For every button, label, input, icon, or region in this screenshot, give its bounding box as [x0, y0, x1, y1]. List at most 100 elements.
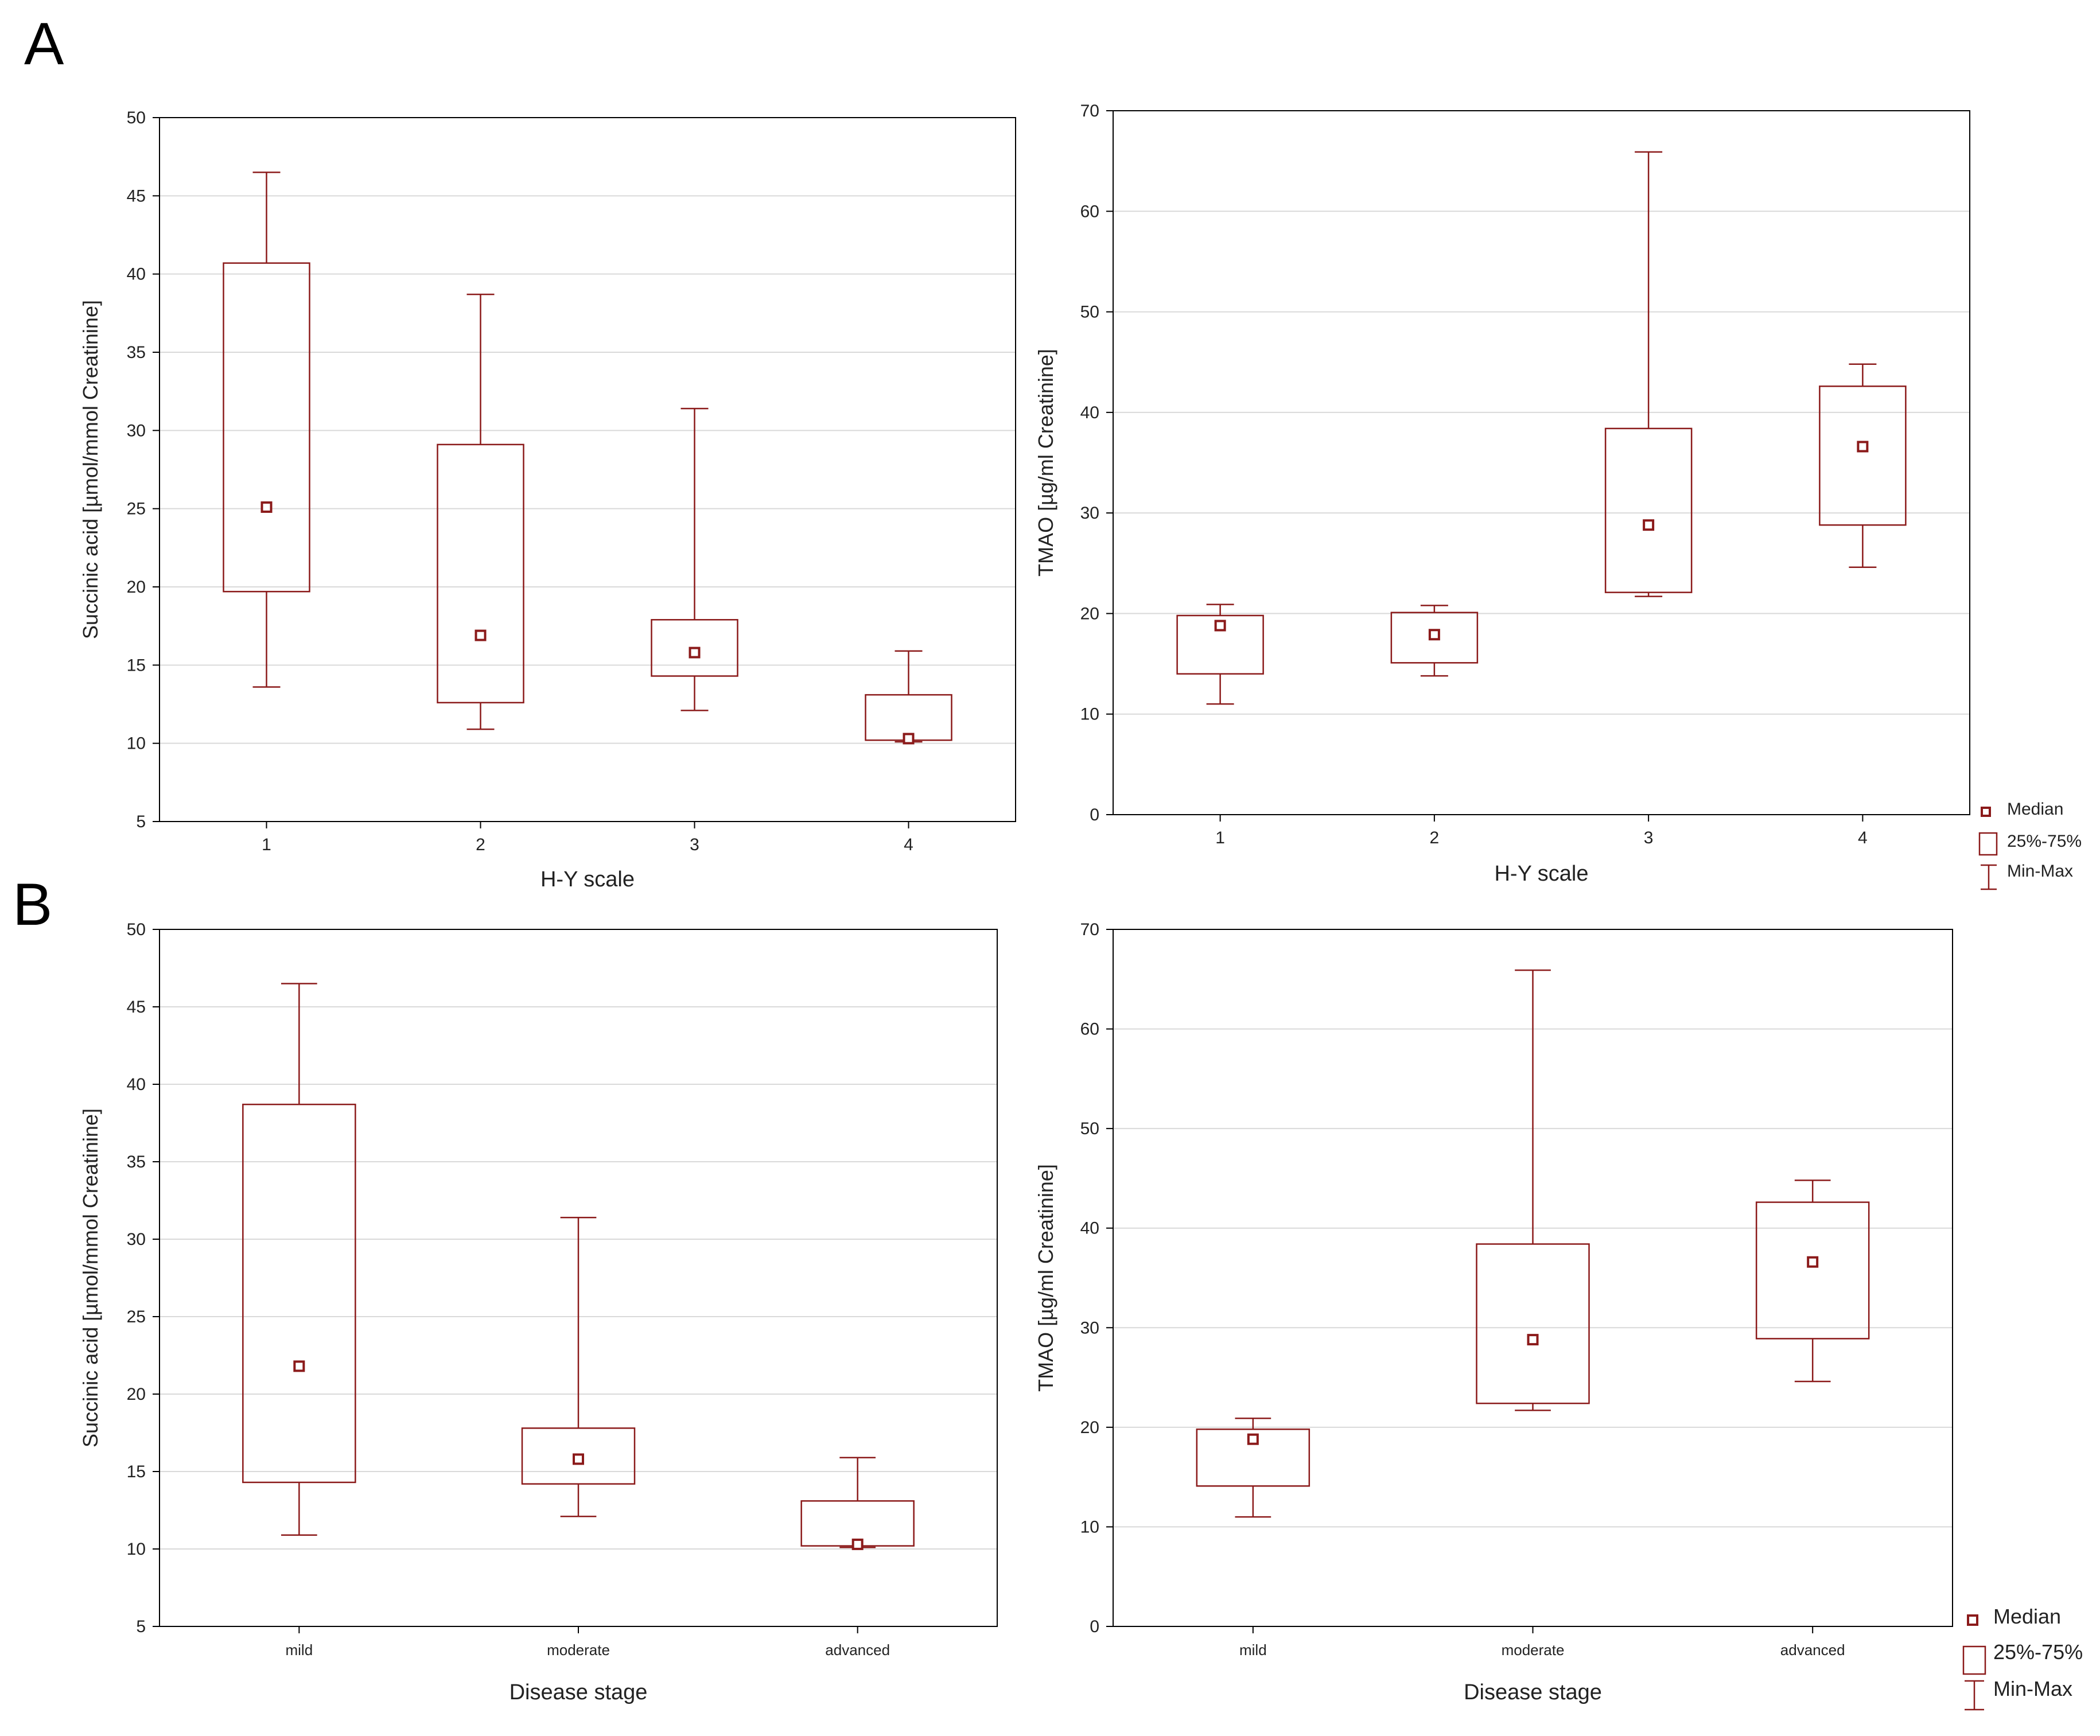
legend-median-label: Median: [1993, 1605, 2061, 1628]
y-axis-label: Succinic acid [µmol/mmol Creatinine]: [79, 1108, 102, 1447]
median-marker: [573, 1453, 584, 1465]
y-tick-label: 60: [1080, 202, 1099, 221]
y-tick-label: 50: [1080, 1119, 1099, 1138]
y-tick-label: 25: [127, 1307, 146, 1326]
y-tick-label: 40: [1080, 1219, 1099, 1238]
x-tick-label: 3: [690, 835, 699, 854]
chart-a-tmao: 0 10 20 30 40 50 60 70 1 2 3 4 TMAO [µg/ml Creatini…: [1034, 102, 1970, 886]
legend-range-label: Min-Max: [1993, 1677, 2072, 1700]
y-tick-label: 10: [127, 1540, 146, 1559]
x-tick-label: 4: [1858, 828, 1868, 847]
y-tick-label: 40: [127, 1075, 146, 1094]
y-tick-label: 50: [1080, 303, 1099, 322]
y-tick-label: 30: [1080, 504, 1099, 523]
x-axis-label: Disease stage: [1464, 1680, 1602, 1704]
y-tick-label: 70: [1080, 102, 1099, 120]
legend-iqr-label: 25%-75%: [2007, 832, 2082, 851]
y-axis-label: TMAO [µg/ml Creatinine]: [1034, 1164, 1057, 1392]
y-tick-label: 35: [127, 1153, 146, 1171]
y-axis-label: TMAO [µg/ml Creatinine]: [1034, 349, 1057, 577]
x-axis-label: H-Y scale: [540, 867, 635, 892]
iqr-box-icon: [1962, 1645, 1986, 1675]
x-tick-label: moderate: [1502, 1641, 1565, 1659]
iqr-box: [1176, 614, 1264, 675]
median-marker: [1247, 1433, 1259, 1445]
legend-a: Median 25%-75% Min-Max: [1978, 800, 2082, 890]
x-axis-label: Disease stage: [510, 1680, 648, 1704]
y-tick-label: 10: [1080, 1517, 1099, 1536]
median-marker: [1857, 441, 1869, 453]
median-marker: [851, 1538, 864, 1550]
y-tick-label: 70: [1080, 920, 1099, 939]
x-tick-label: 1: [262, 835, 271, 854]
median-marker: [1214, 620, 1226, 632]
x-tick-label: 2: [1430, 828, 1440, 847]
y-tick-label: 60: [1080, 1020, 1099, 1039]
iqr-box: [1755, 1201, 1870, 1340]
median-marker-icon: [1967, 1614, 1978, 1626]
legend-range-label: Min-Max: [2007, 862, 2073, 881]
y-tick-label: 20: [1080, 1418, 1099, 1437]
iqr-box: [1196, 1428, 1310, 1487]
iqr-box: [521, 1427, 636, 1485]
x-tick-label: 3: [1644, 828, 1654, 847]
median-marker: [293, 1360, 305, 1372]
y-tick-label: 0: [1090, 1617, 1099, 1636]
iqr-box: [1476, 1243, 1590, 1404]
iqr-box: [223, 262, 310, 593]
y-tick-label: 20: [1080, 604, 1099, 623]
y-tick-label: 35: [127, 343, 146, 362]
y-tick-label: 5: [136, 812, 146, 831]
y-tick-label: 45: [127, 998, 146, 1017]
iqr-box: [1604, 427, 1693, 593]
median-marker: [260, 501, 273, 513]
median-marker: [689, 647, 701, 659]
x-tick-label: 1: [1215, 828, 1225, 847]
y-tick-label: 50: [127, 108, 146, 127]
median-marker-icon: [1981, 807, 1991, 817]
median-marker: [475, 629, 487, 641]
y-tick-label: 10: [1080, 705, 1099, 724]
x-tick-label: mild: [285, 1641, 313, 1659]
y-tick-label: 40: [127, 265, 146, 284]
y-tick-label: 30: [127, 1230, 146, 1249]
x-axis-label: H-Y scale: [1494, 862, 1588, 886]
y-tick-label: 5: [136, 1617, 146, 1636]
panel-label-a: A: [24, 11, 64, 77]
chart-a-succinic: 5 10 15 20 25 30 35 40 45 50 1 2 3 4 Succinic acid [µ…: [79, 108, 1016, 892]
legend-b: Median 25%-75% Min-Max: [1962, 1605, 2083, 1711]
x-tick-label: mild: [1239, 1641, 1267, 1659]
panel-label-b: B: [13, 871, 52, 938]
y-tick-label: 20: [127, 578, 146, 597]
iqr-box: [651, 619, 738, 677]
x-tick-label: advanced: [825, 1641, 890, 1659]
y-tick-label: 45: [127, 186, 146, 205]
median-marker: [1807, 1256, 1819, 1268]
chart-b-tmao: 0 10 20 30 40 50 60 70 mild moderate advanced TMAO…: [1034, 920, 1953, 1704]
y-tick-label: 30: [127, 421, 146, 440]
y-tick-label: 50: [127, 920, 146, 939]
y-tick-label: 15: [127, 1462, 146, 1481]
iqr-box: [437, 443, 524, 704]
iqr-box: [1819, 386, 1907, 526]
y-tick-label: 0: [1090, 805, 1099, 824]
median-marker: [1527, 1334, 1539, 1346]
plot-frame: [1113, 110, 1970, 815]
median-marker: [1643, 519, 1655, 531]
y-tick-label: 30: [1080, 1318, 1099, 1337]
median-marker: [903, 733, 915, 745]
iqr-box: [242, 1103, 356, 1484]
x-tick-label: moderate: [547, 1641, 610, 1659]
y-tick-label: 20: [127, 1385, 146, 1404]
y-tick-label: 40: [1080, 403, 1099, 422]
y-axis-label: Succinic acid [µmol/mmol Creatinine]: [79, 300, 102, 639]
x-tick-label: advanced: [1780, 1641, 1845, 1659]
y-tick-label: 10: [127, 734, 146, 753]
median-marker: [1428, 629, 1440, 641]
legend-median-label: Median: [2007, 800, 2063, 819]
y-tick-label: 25: [127, 500, 146, 519]
y-tick-label: 15: [127, 656, 146, 675]
x-tick-label: 2: [476, 835, 485, 854]
